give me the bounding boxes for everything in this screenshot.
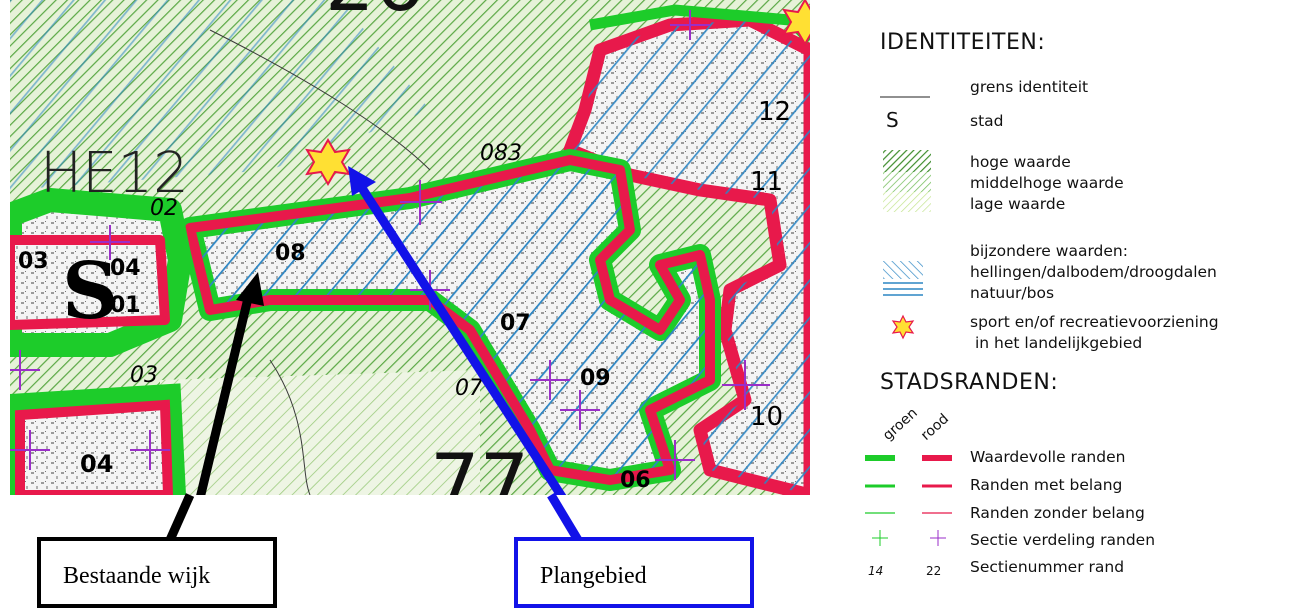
section-cross-purple-icon — [930, 530, 946, 546]
city-section-label: 04 — [80, 450, 113, 478]
column-label-green: groen — [880, 404, 921, 444]
section-number-sample: 22 — [926, 564, 942, 578]
recreation-star-icon — [305, 138, 351, 186]
nature-label: natuur/bos — [970, 284, 1055, 302]
edge-label: 07 — [455, 376, 483, 401]
edge-label-important: Randen met belang — [970, 476, 1123, 494]
zone-label: 08 — [275, 241, 306, 266]
map-number-bottom: 77 — [430, 439, 529, 495]
plan-arrow — [356, 182, 567, 495]
slopes-overlay — [10, 0, 430, 190]
low-value-area — [160, 370, 480, 495]
city-section-label: 03 — [18, 249, 49, 274]
medium-value-swatch — [883, 172, 931, 192]
callout-arrows — [165, 492, 582, 543]
edge-label: 083 — [480, 141, 522, 166]
slopes-label: hellingen/dalbodem/droogdalen — [970, 263, 1217, 281]
legend-symbols — [880, 96, 931, 340]
plan-arrow-head — [348, 166, 376, 196]
city-zone-south — [15, 399, 174, 495]
zone-label: 09 — [580, 366, 611, 391]
area-code-label: HE12 — [40, 141, 189, 206]
medium-value-label: middelhoge waarde — [970, 174, 1124, 192]
edge-label: 02 — [150, 196, 178, 221]
existing-arrow — [196, 288, 255, 495]
map-number-top: 26 — [325, 0, 424, 29]
recreation-star-icon — [782, 0, 810, 46]
zone-label: 12 — [758, 97, 791, 127]
zone-label: 10 — [750, 402, 783, 432]
zone-label: 11 — [750, 167, 783, 197]
edge-label-valuable: Waardevolle randen — [970, 448, 1126, 466]
column-label-red: rood — [918, 410, 953, 444]
city-section-label: 04 — [110, 256, 141, 281]
section-number-sample: 14 — [868, 564, 884, 578]
nature-swatch — [883, 282, 923, 296]
special-values-title: bijzondere waarden: — [970, 242, 1128, 260]
slopes-swatch — [883, 261, 923, 279]
edge-label-unimportant: Randen zonder belang — [970, 504, 1145, 522]
recreation-label: sport en/of recreatievoorziening — [970, 313, 1219, 331]
edge-symbols — [865, 455, 952, 546]
city-symbol-label: S — [62, 246, 118, 337]
plan-area-label: Plangebied — [540, 563, 647, 589]
plan-area-callout: Plangebied — [514, 537, 754, 608]
recreation-label-2: in het landelijkgebied — [975, 334, 1143, 352]
high-value-label: hoge waarde — [970, 153, 1071, 171]
section-cross-green-icon — [872, 530, 888, 546]
zone-label: 06 — [620, 468, 651, 493]
city-symbol-legend: S — [886, 108, 899, 132]
zoning-map: 26 77 HE12 S 03 — [10, 0, 810, 495]
high-value-swatch — [883, 150, 931, 172]
edges-title: STADSRANDEN: — [880, 370, 1059, 395]
map-legend: IDENTITEITEN: — [860, 0, 1290, 608]
zone-label: 07 — [500, 311, 531, 336]
recreation-star-icon — [891, 314, 915, 340]
section-crosses — [10, 10, 770, 480]
low-value-swatch — [883, 192, 931, 212]
boundary-label: grens identiteit — [970, 78, 1089, 96]
edge-label-section-number: Sectienummer rand — [970, 558, 1125, 576]
city-label: stad — [970, 112, 1004, 130]
existing-neighborhood-callout: Bestaande wijk — [37, 537, 277, 608]
edge-label-sections: Sectie verdeling randen — [970, 531, 1156, 549]
existing-neighborhood-label: Bestaande wijk — [63, 563, 211, 589]
edge-label: 03 — [130, 363, 158, 388]
low-value-label: lage waarde — [970, 195, 1066, 213]
existing-arrow-head — [236, 272, 264, 306]
city-section-label: 01 — [110, 293, 141, 318]
identities-title: IDENTITEITEN: — [880, 30, 1046, 55]
